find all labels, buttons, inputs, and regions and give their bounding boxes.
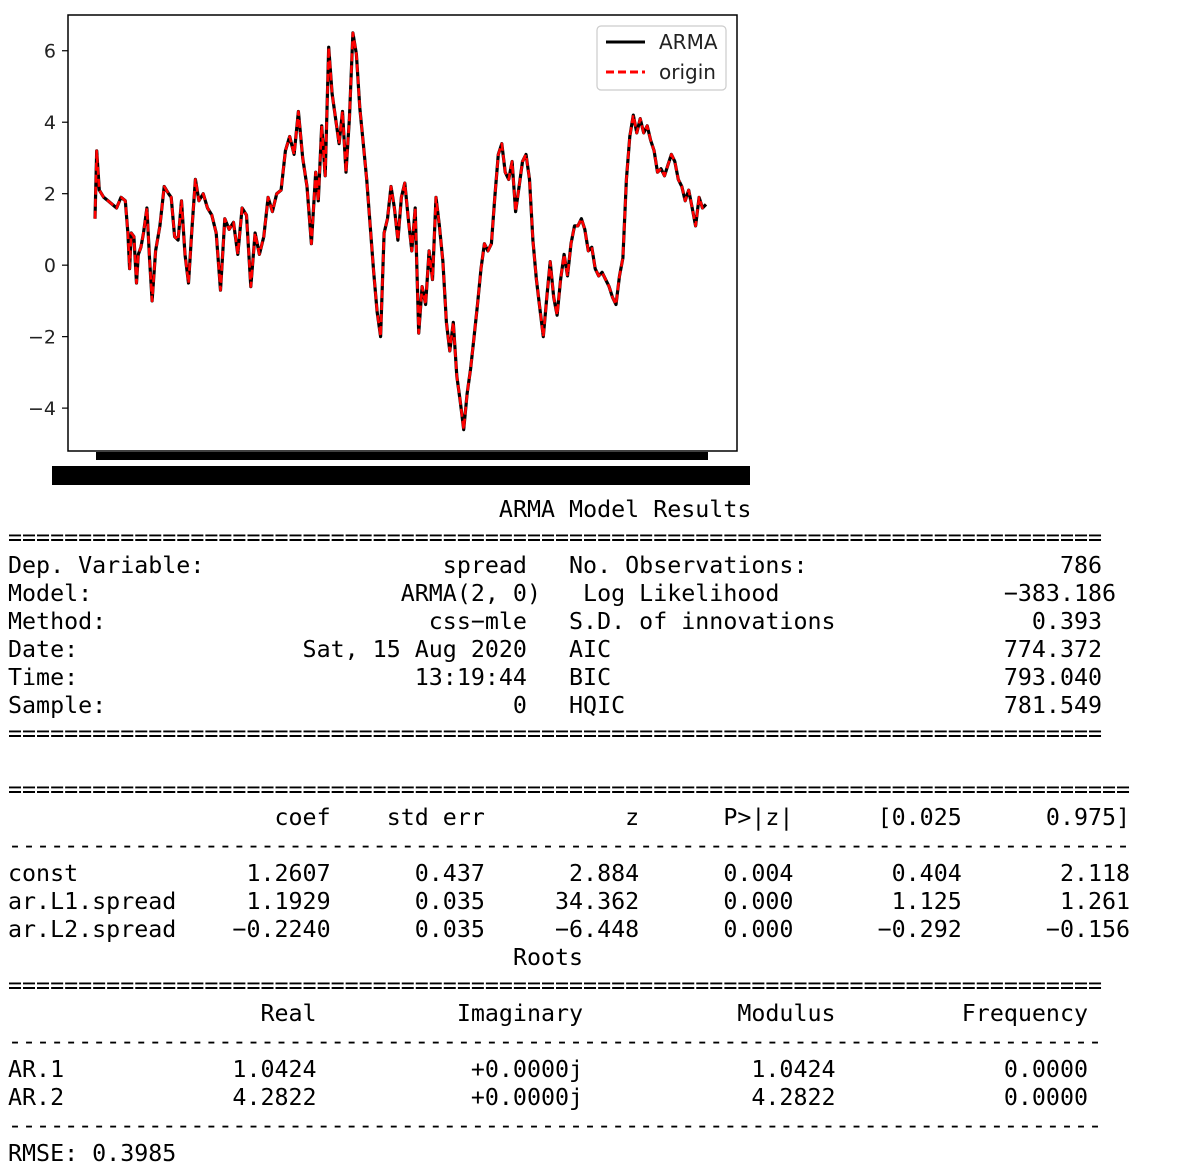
roots-title-pad	[8, 944, 513, 971]
results-title: ARMA Model Results	[8, 496, 1130, 524]
y-tick-label: 0	[44, 255, 56, 277]
blank-line	[8, 748, 1130, 776]
roots-row: AR.2 4.2822 +0.0000j 4.2822 0.0000	[8, 1084, 1088, 1111]
summary-row: Sample: 0 HQIC 781.549	[8, 692, 1103, 719]
y-tick-label: 4	[44, 112, 56, 134]
rule-single: ----------------------------------------…	[8, 1028, 1103, 1055]
y-tick-label: −2	[28, 327, 56, 349]
legend-arma-label: ARMA	[659, 30, 718, 54]
rule-single: ----------------------------------------…	[8, 832, 1131, 859]
y-tick-label: 6	[44, 41, 56, 63]
summary-row: Model: ARMA(2, 0) Log Likelihood −383.18…	[8, 580, 1117, 607]
legend-origin-label: origin	[659, 60, 716, 84]
rule-double: ========================================…	[8, 972, 1103, 999]
summary-row: Date: Sat, 15 Aug 2020 AIC 774.372	[8, 636, 1103, 663]
results-title-text: ARMA Model Results	[498, 496, 752, 523]
roots-header: Real Imaginary Modulus Frequency	[8, 1000, 1088, 1027]
series-origin-line	[93, 31, 707, 431]
x-tick-marks	[96, 452, 708, 460]
roots-row: AR.1 1.0424 +0.0000j 1.0424 0.0000	[8, 1056, 1088, 1083]
results-text: ARMA Model Results ======================…	[8, 496, 1130, 1168]
rule-double: ========================================…	[8, 524, 1103, 551]
coef-row: const 1.2607 0.437 2.884 0.004 0.404 2.1…	[8, 860, 1131, 887]
rule-double: ========================================…	[8, 776, 1131, 803]
line-chart: −4 −2 0 2 4 6 ARMA origin	[28, 14, 750, 485]
summary-row: Time: 13:19:44 BIC 793.040	[8, 664, 1103, 691]
coef-header: coef std err z P>|z| [0.025 0.975]	[8, 804, 1131, 831]
rule-single: ----------------------------------------…	[8, 1112, 1103, 1139]
y-tick-label: −4	[28, 398, 56, 420]
rule-double: ========================================…	[8, 720, 1103, 747]
x-tick-labels	[52, 466, 750, 485]
results-title-pad	[8, 496, 499, 523]
chart-area: −4 −2 0 2 4 6 ARMA origin	[0, 0, 760, 490]
roots-title-text: Roots	[512, 944, 584, 971]
summary-row: Method: css−mle S.D. of innovations 0.39…	[8, 608, 1103, 635]
coef-row: ar.L2.spread −0.2240 0.035 −6.448 0.000 …	[8, 916, 1131, 943]
rmse-line: RMSE: 0.3985	[8, 1140, 177, 1167]
coef-row: ar.L1.spread 1.1929 0.035 34.362 0.000 1…	[8, 888, 1131, 915]
summary-row: Dep. Variable: spread No. Observations: …	[8, 552, 1103, 579]
y-tick-label: 2	[44, 184, 56, 206]
roots-title: Roots	[8, 944, 1130, 972]
